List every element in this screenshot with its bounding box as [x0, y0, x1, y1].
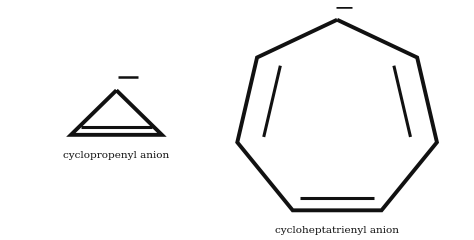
Text: cycloheptatrienyl anion: cycloheptatrienyl anion: [275, 226, 399, 235]
Text: cyclopropenyl anion: cyclopropenyl anion: [64, 151, 170, 160]
